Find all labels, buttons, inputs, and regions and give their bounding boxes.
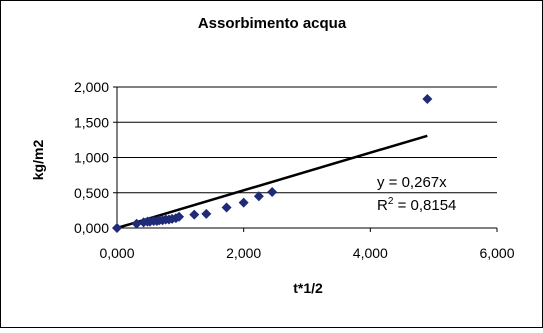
- data-point-19: [267, 187, 278, 198]
- data-point-18: [253, 191, 264, 202]
- data-point-15: [201, 208, 212, 219]
- chart-title: Assorbimento acqua: [198, 15, 347, 32]
- y-tick-label-4: 2,000: [74, 79, 109, 95]
- data-point-0: [112, 223, 122, 233]
- y-tick-labels: 0,000 0,500 1,000 1,500 2,000: [74, 79, 109, 236]
- r-squared-value: = 0,8154: [393, 197, 456, 214]
- y-tick-label-2: 1,000: [74, 150, 109, 166]
- data-point-1: [131, 218, 142, 229]
- data-point-20: [422, 93, 433, 104]
- y-tick-label-3: 1,500: [74, 114, 109, 130]
- y-tick-label-1: 0,500: [74, 185, 109, 201]
- data-point-14: [189, 209, 200, 220]
- r-squared-prefix: R: [377, 197, 388, 214]
- y-tick-label-0: 0,000: [74, 220, 109, 236]
- data-point-16: [221, 202, 232, 213]
- trendline-equation: y = 0,267x: [377, 174, 447, 191]
- data-points: [112, 93, 433, 233]
- x-tick-label-2: 4,000: [353, 245, 388, 261]
- x-tick-labels: 0,000 2,000 4,000 6,000: [99, 245, 514, 261]
- data-point-13: [174, 211, 185, 222]
- trendline: [116, 134, 428, 230]
- gridlines: [117, 86, 497, 194]
- x-tick-label-0: 0,000: [99, 245, 134, 261]
- x-axis-label: t*1/2: [293, 280, 323, 296]
- r-squared-label: R2 = 0,8154: [377, 196, 456, 214]
- trendline-layer: [116, 134, 428, 230]
- x-tick-label-3: 6,000: [479, 245, 514, 261]
- r-squared-superscript: 2: [388, 196, 394, 207]
- y-axis-label: kg/m2: [30, 140, 46, 181]
- x-tick-label-1: 2,000: [226, 245, 261, 261]
- data-point-17: [238, 197, 249, 208]
